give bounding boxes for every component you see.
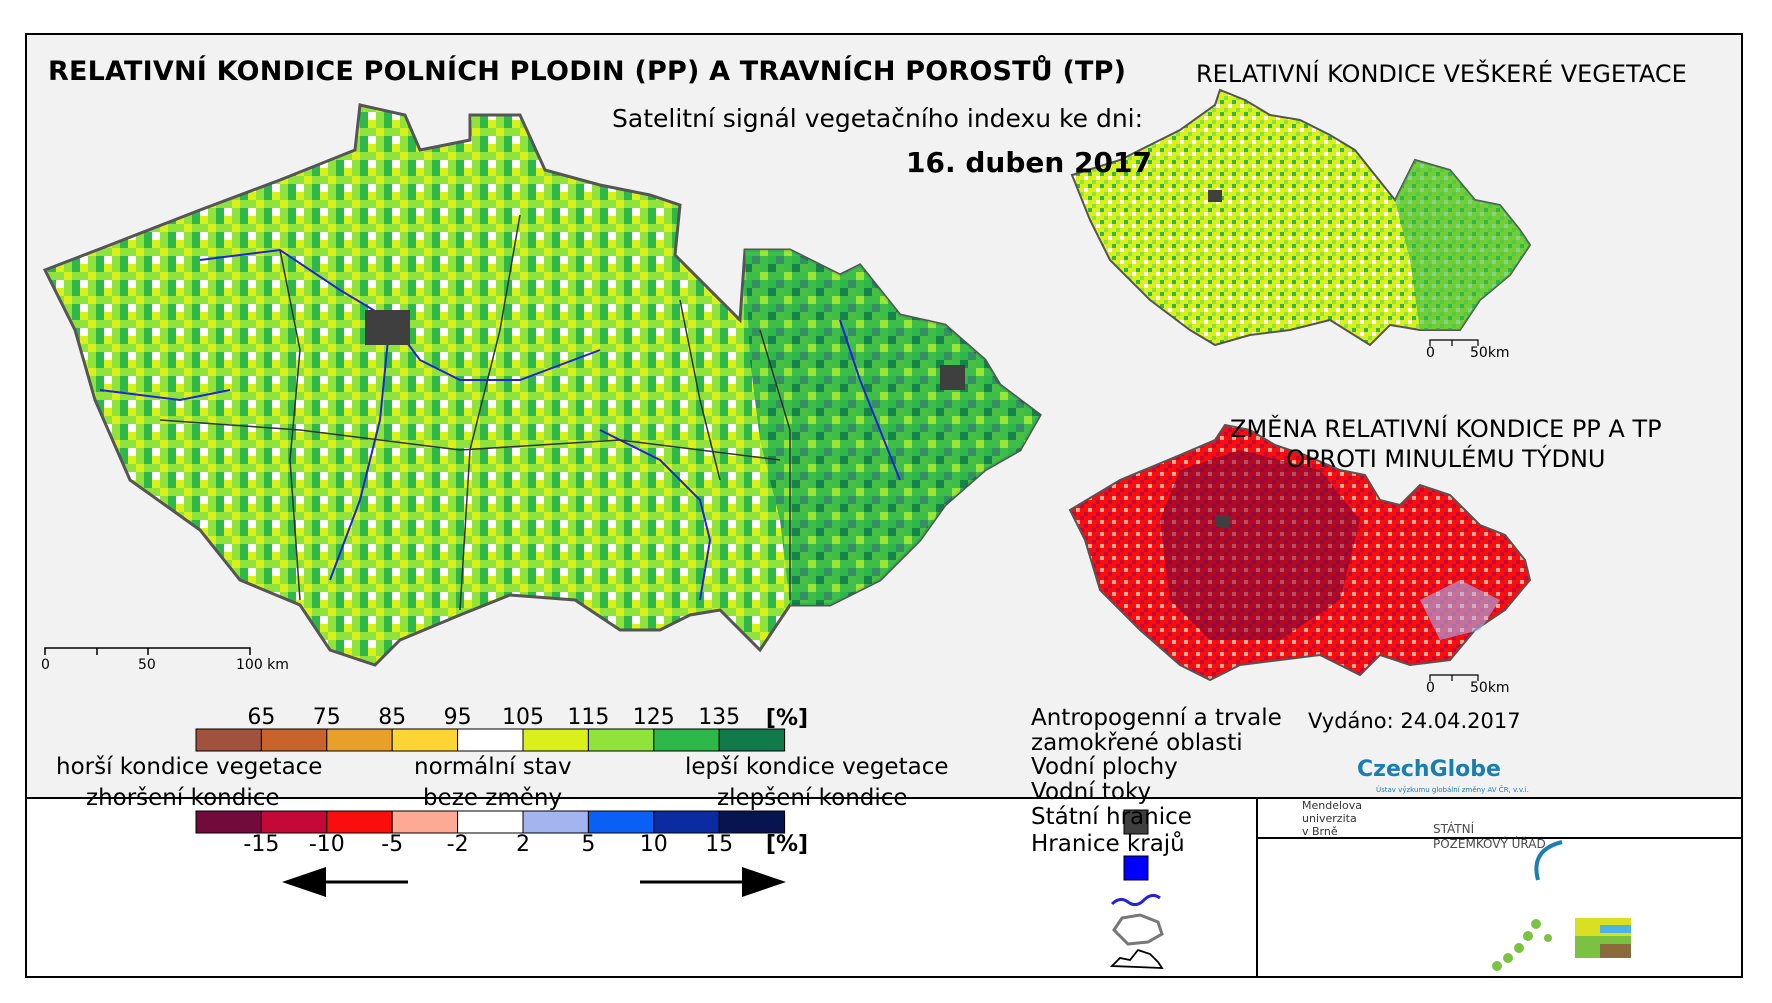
legend-worse-label: horší kondice vegetace	[56, 754, 323, 780]
botbar-swatch	[587, 810, 655, 834]
legend-nochange-label: beze změny	[423, 785, 563, 811]
botbar-swatch	[457, 810, 524, 834]
topnums-label: 105	[502, 705, 544, 730]
change-title: ZMĚNA RELATIVNÍ KONDICE PP A TP OPROTI M…	[1230, 414, 1662, 474]
vegetation-map	[1070, 88, 1532, 347]
botnums-label: -5	[381, 832, 404, 857]
legend-worsening-label: zhoršení kondice	[86, 785, 280, 811]
czechglobe-logo-text: CzechGlobe	[1357, 757, 1501, 782]
topnums-label: 65	[247, 705, 276, 730]
topbar-swatch	[587, 728, 655, 752]
botbar-swatch	[260, 810, 328, 834]
arrow-left-icon	[282, 867, 408, 897]
topnums-label: 135	[698, 705, 741, 730]
topbar-swatch	[195, 728, 262, 752]
botbar-swatch	[326, 810, 393, 834]
topbar-swatch	[391, 728, 459, 752]
state-border-label: Státní hranice	[1031, 804, 1192, 830]
botbar-swatch	[718, 810, 786, 834]
botnums-label: -10	[308, 832, 345, 857]
legend-normal-label: normální stav	[414, 754, 572, 780]
anthropogenic-label-2: zamokřené oblasti	[1031, 730, 1243, 756]
legend-better-label: lepší kondice vegetace	[685, 754, 949, 780]
topbar-swatch	[522, 728, 589, 752]
botbar-swatch	[522, 810, 589, 834]
botnums-label: 2	[516, 832, 530, 857]
arrow-right-icon	[640, 867, 786, 897]
czechglobe-subtitle: Ústav výzkumu globální změny AV ČR, v.v.…	[1376, 786, 1529, 794]
change-scale-bar	[1429, 674, 1479, 681]
main-map	[42, 103, 1042, 667]
legend-top-unit: [%]	[765, 706, 809, 731]
topbar-swatch	[718, 728, 786, 752]
water-swatch-icon	[1123, 855, 1149, 881]
spu-logo-icon	[1575, 918, 1631, 958]
water-label: Vodní plochy	[1031, 754, 1178, 780]
botnums-label: 15	[705, 832, 734, 857]
mendel-line1: Mendelova	[1302, 799, 1363, 812]
vegetation-scale-bar	[1429, 339, 1479, 346]
botnums-label: 5	[581, 832, 596, 857]
spu-line1: STÁTNÍ	[1433, 822, 1475, 836]
topnums-label: 125	[632, 705, 675, 730]
date-label: 16. duben 2017	[906, 146, 1152, 179]
legend-top-colorbar	[195, 728, 786, 752]
topnums-label: 85	[378, 705, 407, 730]
botbar-swatch	[391, 810, 459, 834]
regional-border-label: Hranice krajů	[1031, 831, 1185, 857]
subtitle: Satelitní signál vegetačního indexu ke d…	[612, 104, 1144, 133]
botbar-swatch	[653, 810, 720, 834]
czechglobe-logo-icon	[1534, 840, 1563, 881]
anthropogenic-label-1: Antropogenní a trvale	[1031, 705, 1282, 731]
legend-improving-label: zlepšení kondice	[717, 785, 908, 811]
change-scale-label-50: 50km	[1470, 680, 1510, 696]
mendel-line3: v Brně	[1302, 825, 1338, 838]
botnums-label: -2	[446, 832, 469, 857]
botnums-label: -15	[243, 832, 280, 857]
main-title: RELATIVNÍ KONDICE POLNÍCH PLODIN (PP) A …	[48, 56, 1127, 87]
mendel-line2: univerzita	[1302, 812, 1357, 825]
botnums-label: 10	[639, 832, 668, 857]
spu-line2: POZEMKOVÝ ÚŘAD	[1433, 837, 1546, 851]
change-title-line2: OPROTI MINULÉMU TÝDNU	[1286, 445, 1606, 473]
change-map	[1068, 423, 1532, 682]
topnums-label: 95	[443, 705, 472, 730]
vegetation-title: RELATIVNÍ KONDICE VEŠKERÉ VEGETACE	[1196, 60, 1687, 88]
legend-bottom-colorbar	[195, 810, 786, 834]
topnums-label: 115	[567, 705, 610, 730]
scale-label-100: 100 km	[236, 657, 289, 673]
scale-label-50: 50	[138, 657, 156, 673]
issued-date: Vydáno: 24.04.2017	[1308, 709, 1521, 733]
mendel-logo-icon	[1492, 919, 1552, 971]
legend-bottom-unit: [%]	[765, 832, 809, 857]
topbar-swatch	[457, 728, 524, 752]
change-title-line1: ZMĚNA RELATIVNÍ KONDICE PP A TP	[1230, 415, 1662, 443]
main-map-regional-borders	[159, 214, 791, 611]
anthropogenic-swatch-icon	[1123, 809, 1149, 835]
state-border-icon	[1112, 913, 1164, 946]
main-map-east-dark	[745, 250, 1040, 605]
change-scale-label-0: 0	[1426, 680, 1435, 696]
river-line-icon	[1110, 893, 1161, 907]
mendel-logo-text: Mendelova univerzita v Brně	[1302, 799, 1362, 838]
prague-area	[365, 310, 410, 345]
main-scale-bar	[44, 647, 251, 655]
scale-label-0: 0	[41, 657, 50, 673]
regional-border-icon	[1109, 948, 1164, 969]
ostrava-area	[940, 365, 965, 390]
topbar-swatch	[326, 728, 393, 752]
veg-scale-label-50: 50km	[1470, 345, 1510, 361]
botbar-swatch	[195, 810, 262, 834]
topbar-swatch	[653, 728, 720, 752]
veg-scale-label-0: 0	[1426, 345, 1435, 361]
river-label: Vodní toky	[1031, 779, 1152, 805]
topnums-label: 75	[312, 705, 341, 730]
spu-logo-text: STÁTNÍ POZEMKOVÝ ÚŘAD	[1433, 822, 1546, 852]
topbar-swatch	[260, 728, 328, 752]
